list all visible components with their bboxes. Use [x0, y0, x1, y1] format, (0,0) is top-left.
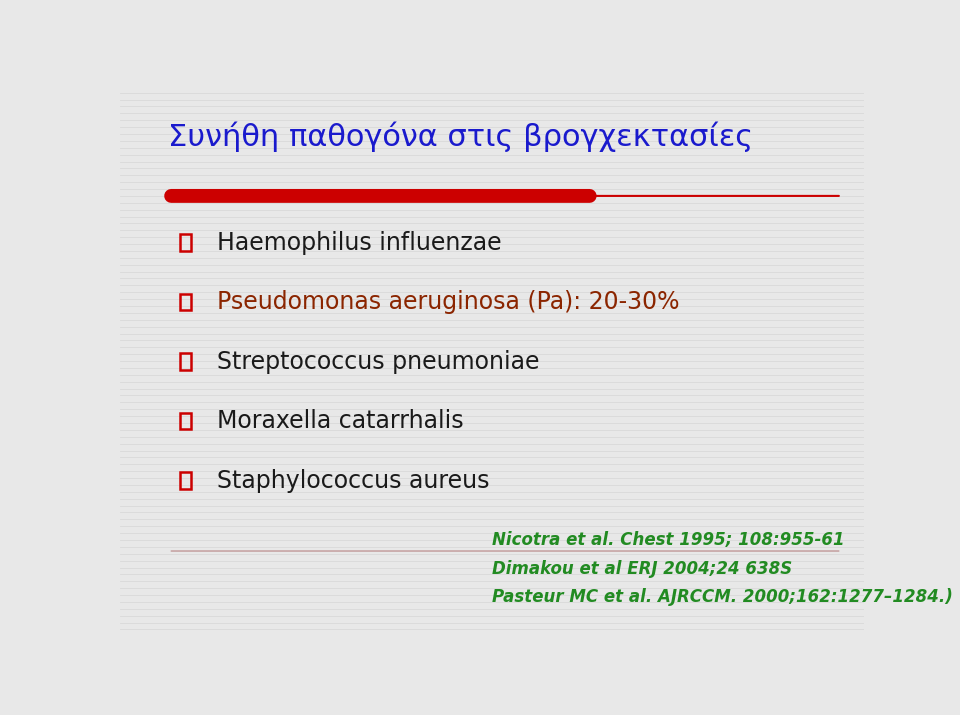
- Text: Dimakou et al ERJ 2004;24 638S: Dimakou et al ERJ 2004;24 638S: [492, 560, 792, 578]
- Text: Moraxella catarrhalis: Moraxella catarrhalis: [217, 409, 464, 433]
- Text: Haemophilus influenzae: Haemophilus influenzae: [217, 231, 501, 255]
- Bar: [180, 235, 191, 251]
- Bar: [180, 294, 191, 310]
- Bar: [180, 353, 191, 370]
- Text: Streptococcus pneumoniae: Streptococcus pneumoniae: [217, 350, 540, 374]
- Bar: [180, 473, 191, 489]
- Text: Nicotra et al. Chest 1995; 108:955-61: Nicotra et al. Chest 1995; 108:955-61: [492, 531, 845, 549]
- Bar: [180, 413, 191, 429]
- Text: Pasteur MC et al. AJRCCM. 2000;162:1277–1284.): Pasteur MC et al. AJRCCM. 2000;162:1277–…: [492, 588, 953, 606]
- Text: Staphylococcus aureus: Staphylococcus aureus: [217, 468, 490, 493]
- Text: Pseudomonas aeruginosa (Pa): 20-30%: Pseudomonas aeruginosa (Pa): 20-30%: [217, 290, 680, 314]
- Text: Συνήθη παθογόνα στις βρογχεκτασίες: Συνήθη παθογόνα στις βρογχεκτασίες: [168, 122, 754, 152]
